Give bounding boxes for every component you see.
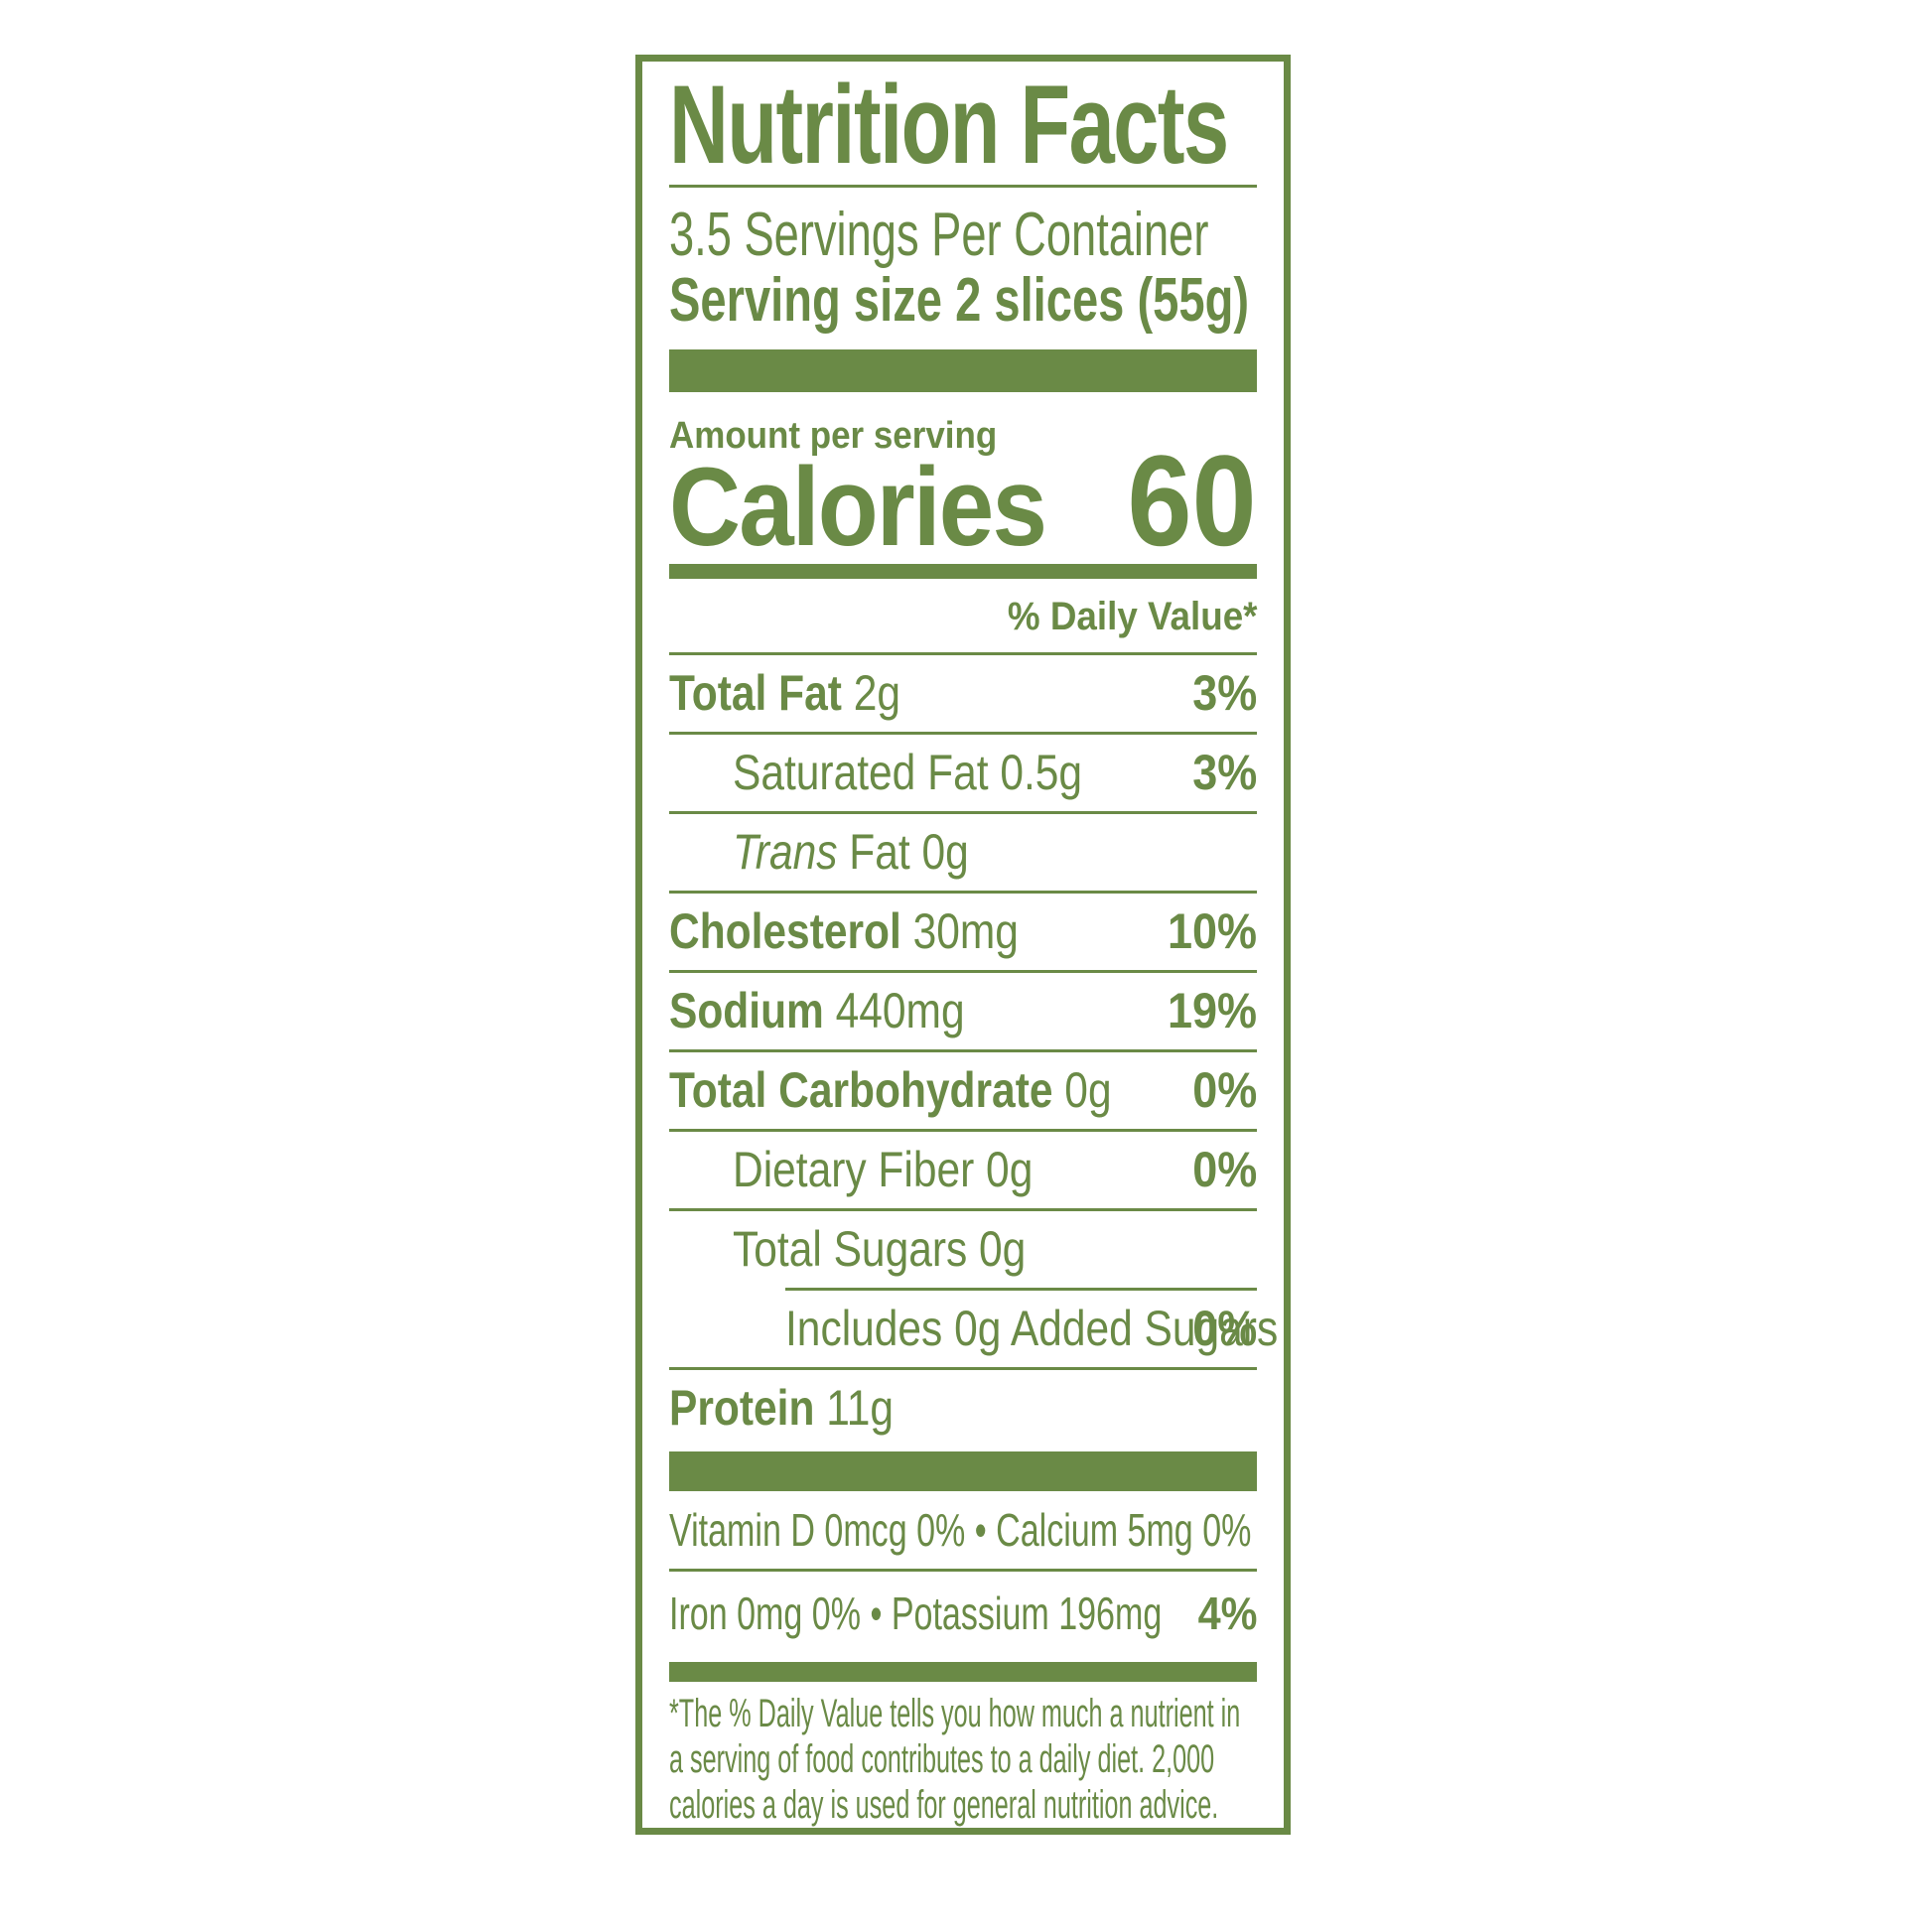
calories-label: Calories (669, 445, 1047, 569)
nutrient-row-cholesterol: Cholesterol 30mg 10% (669, 894, 1257, 973)
label-title: Nutrition Facts (669, 63, 1229, 187)
daily-value-footnote: *The % Daily Value tells you how much a … (669, 1691, 1257, 1828)
nutrient-row-protein: Protein 11g (669, 1380, 894, 1436)
dv-saturated-fat: 3% (1191, 745, 1257, 800)
calories-value: 60 (1127, 428, 1257, 573)
micronutrient-row-iron-potassium: Iron 0mg 0% • Potassium 196mg 4% (669, 1572, 1257, 1656)
serving-size: Serving size 2 slices (55g) (669, 266, 1250, 335)
nutrient-row-total-carbohydrate: Total Carbohydrate 0g 0% (669, 1052, 1257, 1132)
footnote-line-1: *The % Daily Value tells you how much a … (669, 1692, 1241, 1735)
daily-value-header: % Daily Value* (1007, 595, 1257, 638)
amount-per-serving: Amount per serving (669, 415, 998, 457)
dv-total-fat: 3% (1191, 665, 1257, 721)
dv-total-carbohydrate: 0% (1191, 1062, 1257, 1118)
nutrient-row-saturated-fat: Saturated Fat 0.5g 3% (669, 735, 1257, 814)
nutrition-facts-label: Nutrition Facts 3.5 Servings Per Contain… (635, 55, 1291, 1835)
daily-value-divider (669, 652, 1257, 655)
nutrient-row-added-sugars: Includes 0g Added Sugars 0% (669, 1291, 1278, 1370)
dv-added-sugars: 0% (1191, 1301, 1257, 1356)
nutrient-row-dietary-fiber: Dietary Fiber 0g 0% (669, 1132, 1257, 1211)
nutrient-row-total-fat: Total Fat 2g 3% (669, 655, 1257, 735)
calories-divider-bar (669, 564, 1257, 579)
micronutrient-row-vitamin-d-calcium: Vitamin D 0mcg 0% • Calcium 5mg 0% (669, 1491, 1257, 1572)
dv-dietary-fiber: 0% (1191, 1142, 1257, 1197)
footnote-line-2: a serving of food contributes to a daily… (669, 1737, 1215, 1781)
title-divider (669, 185, 1257, 188)
servings-per-container: 3.5 Servings Per Container (669, 201, 1209, 269)
dv-sodium: 19% (1167, 983, 1257, 1038)
dv-potassium: 4% (1197, 1587, 1257, 1639)
thick-bar-bottom (669, 1451, 1257, 1491)
calories-row: Calories 60 (669, 436, 1257, 569)
footnote-line-3: calories a day is used for general nutri… (669, 1783, 1219, 1827)
thick-bar-top (669, 349, 1257, 392)
nutrient-row-total-sugars: Total Sugars 0g (733, 1221, 1027, 1277)
added-sugars-divider (785, 1288, 1257, 1291)
footnote-divider-bar (669, 1662, 1257, 1682)
nutrient-row-trans-fat: Trans Fat 0g (669, 814, 1257, 894)
nutrient-row-sodium: Sodium 440mg 19% (669, 973, 1257, 1052)
dv-cholesterol: 10% (1167, 903, 1257, 959)
